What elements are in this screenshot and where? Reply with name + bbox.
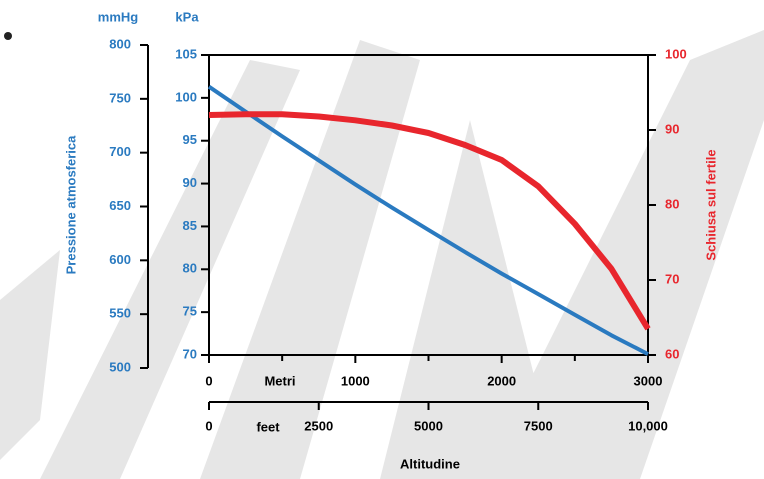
y3-unit: mmHg xyxy=(98,9,139,24)
y3-tick-label: 500 xyxy=(109,359,131,374)
x-title: Altitudine xyxy=(400,456,460,471)
y-tick-label: 90 xyxy=(183,175,197,190)
y2-tick-label: 100 xyxy=(665,46,687,61)
y-tick-label: 105 xyxy=(175,46,197,61)
x-unit: Metri xyxy=(264,373,295,388)
x2-tick-label: 2500 xyxy=(304,418,333,433)
x-tick-label: 2000 xyxy=(487,373,516,388)
y2-title: Schiusa sul fertile xyxy=(703,149,718,260)
y-tick-label: 100 xyxy=(175,89,197,104)
corner-dot xyxy=(4,32,12,40)
y-tick-label: 80 xyxy=(183,261,197,276)
x-tick-label: 1000 xyxy=(341,373,370,388)
x2-tick-label: 7500 xyxy=(524,418,553,433)
y3-tick-label: 650 xyxy=(109,198,131,213)
y-title: Pressione atmosferica xyxy=(63,135,78,275)
y-tick-label: 85 xyxy=(183,218,197,233)
y-tick-label: 70 xyxy=(183,346,197,361)
x-tick-label: 3000 xyxy=(634,373,663,388)
x2-tick-label: 5000 xyxy=(414,418,443,433)
watermark-shape xyxy=(520,30,764,479)
y-tick-label: 95 xyxy=(183,132,197,147)
y-unit: kPa xyxy=(175,9,199,24)
y3-tick-label: 750 xyxy=(109,90,131,105)
watermark-shape xyxy=(0,250,60,460)
x2-tick-label: 0 xyxy=(205,418,212,433)
y-tick-label: 75 xyxy=(183,304,197,319)
chart: mmHg kPa Pressione atmosferica Schiusa s… xyxy=(0,0,764,479)
y2-tick-label: 80 xyxy=(665,196,679,211)
y3-tick-label: 550 xyxy=(109,306,131,321)
y2-tick-label: 60 xyxy=(665,346,679,361)
y2-tick-label: 70 xyxy=(665,271,679,286)
y3-tick-label: 800 xyxy=(109,36,131,51)
x2-unit: feet xyxy=(256,419,280,434)
y3-tick-label: 600 xyxy=(109,252,131,267)
y3-tick-label: 700 xyxy=(109,144,131,159)
x-tick-label: 0 xyxy=(205,373,212,388)
y2-tick-label: 90 xyxy=(665,121,679,136)
x2-tick-label: 10,000 xyxy=(628,418,668,433)
